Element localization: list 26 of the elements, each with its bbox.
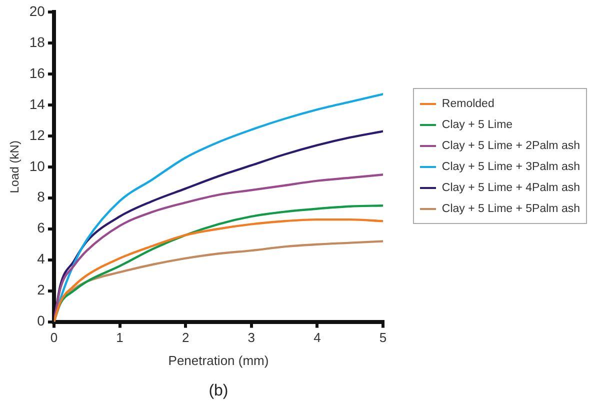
x-tick-label: 4 xyxy=(314,330,321,346)
y-tick-label: 10 xyxy=(29,158,46,174)
y-tick-label: 18 xyxy=(29,34,46,50)
x-axis-title: Penetration (mm) xyxy=(168,352,269,368)
legend-label: Remolded xyxy=(442,98,494,110)
y-tick-label: 0 xyxy=(37,312,46,329)
y-tick-label: 2 xyxy=(37,282,46,298)
y-tick-label: 4 xyxy=(37,250,46,267)
x-tick-label: 1 xyxy=(116,330,124,346)
y-tick-label: 16 xyxy=(29,64,46,81)
y-tick-label: 8 xyxy=(37,188,46,205)
y-axis-title: Load (kN) xyxy=(8,140,22,194)
legend-label: Clay + 5 Lime + 3Palm ash xyxy=(442,160,580,172)
x-tick-label: 3 xyxy=(248,330,256,346)
legend-label: Clay + 5 Lime xyxy=(442,118,513,130)
x-tick-label: 0 xyxy=(50,330,58,346)
x-tick-label: 2 xyxy=(182,330,190,346)
legend-label: Clay + 5 Lime + 4Palm ash xyxy=(442,182,580,194)
y-tick-label: 14 xyxy=(29,96,46,112)
y-tick-label: 6 xyxy=(37,220,46,236)
y-tick-label: 12 xyxy=(29,126,46,143)
legend-label: Clay + 5 Lime + 2Palm ash xyxy=(442,140,580,152)
x-tick-label: 5 xyxy=(379,330,387,346)
text: (b) xyxy=(208,382,228,400)
y-tick-label: 20 xyxy=(29,2,46,19)
legend-label: Clay + 5 Lime + 5Palm ash xyxy=(442,202,580,214)
